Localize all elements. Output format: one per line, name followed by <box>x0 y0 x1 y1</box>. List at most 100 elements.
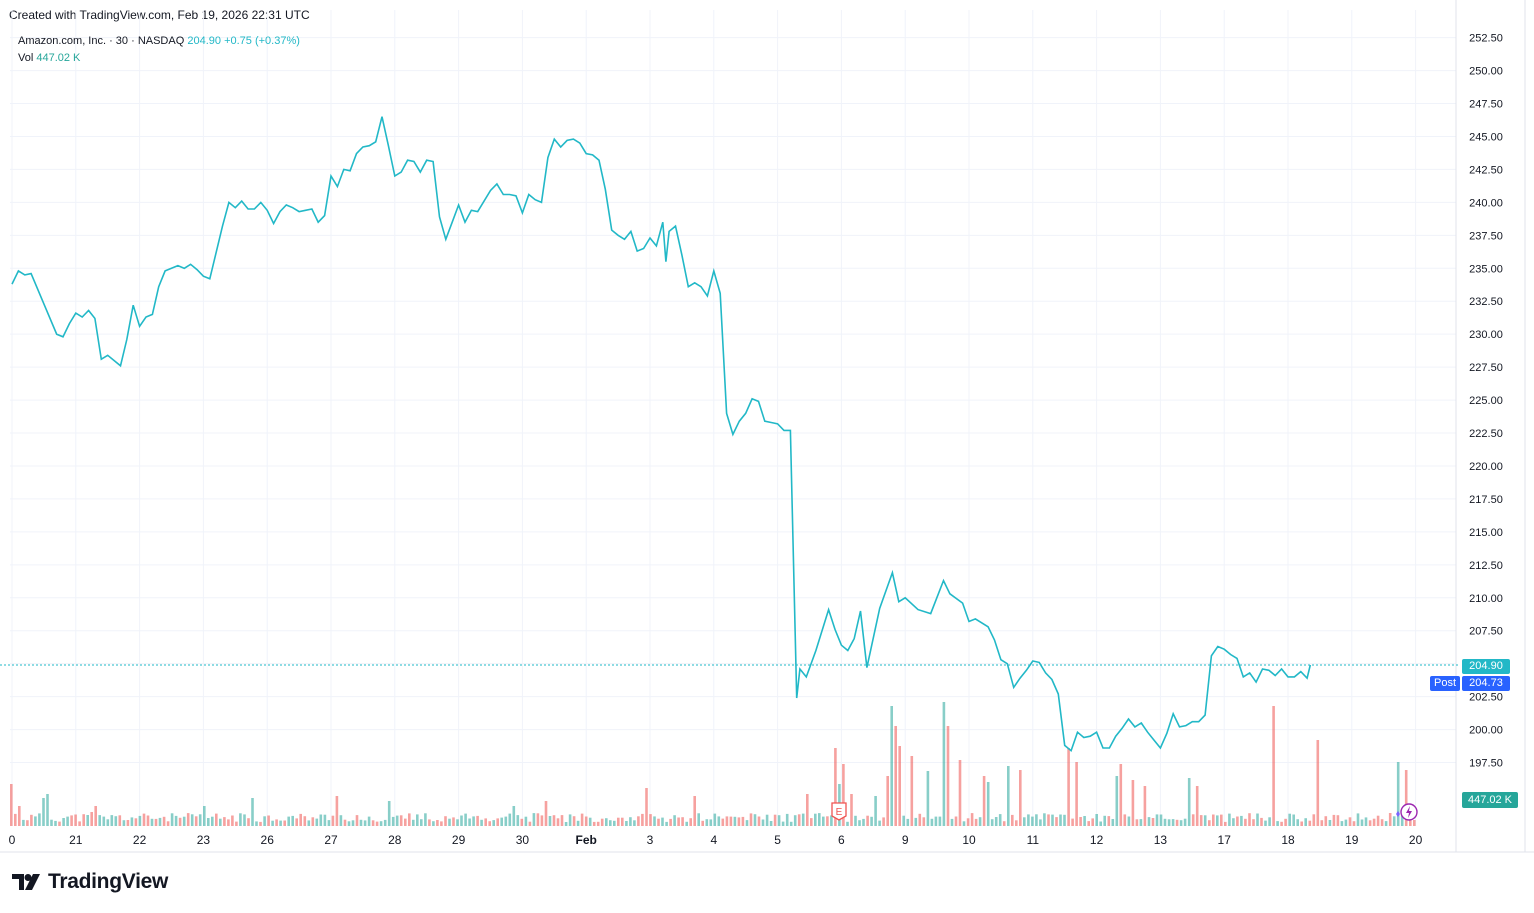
y-tick-label: 225.00 <box>1469 395 1503 407</box>
price-axis[interactable]: 252.50 250.00 247.50 245.00 242.50 240.00 237.… <box>1469 33 1503 770</box>
volume-bar <box>359 819 363 826</box>
volume-bar <box>797 814 801 826</box>
volume-bar <box>492 820 495 826</box>
volume-bar <box>1199 815 1203 826</box>
volume-bar <box>1396 762 1400 826</box>
time-axis[interactable]: 0 21 22 23 26 27 28 29 30 Feb 3 4 5 6 9 10 11 12 13 17 18 19 2… <box>9 833 1423 847</box>
x-tick-label: 5 <box>774 833 781 847</box>
volume-bar <box>564 822 568 826</box>
volume-bar <box>1340 821 1344 826</box>
volume-bar <box>166 821 170 826</box>
volume-bar <box>1344 819 1348 826</box>
volume-bar <box>814 813 817 826</box>
volume-bar <box>600 818 604 826</box>
volume-bar <box>665 821 668 826</box>
volume-bar <box>319 814 323 826</box>
volume-bar <box>1023 817 1026 826</box>
legend-volume-row[interactable]: Vol 447.02 K <box>18 52 80 64</box>
volume-bar <box>347 821 351 826</box>
volume-bar <box>1400 815 1404 826</box>
volume-bar <box>902 815 905 826</box>
volume-bar <box>532 813 536 826</box>
x-tick-label: 0 <box>9 833 16 847</box>
legend-symbol-row[interactable]: Amazon.com, Inc. · 30 · NASDAQ 204.90 +0… <box>18 35 300 47</box>
volume-bar <box>890 706 893 826</box>
volume-bar <box>1388 813 1392 826</box>
volume-bar <box>231 815 234 826</box>
volume-bar <box>633 820 636 826</box>
volume-bar <box>1171 819 1175 826</box>
volume-bar <box>46 794 49 826</box>
legend-price: 204.90 <box>187 35 221 47</box>
volume-bar <box>846 821 849 826</box>
x-tick-label: 26 <box>261 833 275 847</box>
volume-bar <box>420 819 423 826</box>
x-tick-label: 11 <box>1027 833 1040 847</box>
volume-bar <box>291 815 294 826</box>
volume-bar <box>629 817 632 826</box>
volume-bar <box>1308 820 1312 826</box>
volume-bar <box>524 816 528 826</box>
volume-bar <box>990 819 994 826</box>
volume-bar <box>801 813 805 826</box>
volume-bar <box>1404 770 1408 826</box>
volume-bar <box>548 816 552 826</box>
volume-bar <box>657 818 660 826</box>
y-tick-label: 240.00 <box>1469 197 1503 209</box>
volume-bar <box>725 816 729 826</box>
volume-bar <box>1376 815 1380 826</box>
volume-bar <box>207 818 210 826</box>
volume-bar <box>1304 818 1307 826</box>
volume-bar <box>42 798 45 826</box>
volume-bar <box>307 820 311 826</box>
volume-bar <box>1167 819 1171 826</box>
volume-bar <box>215 813 218 826</box>
volume-bar <box>247 818 250 826</box>
volume-bar <box>395 815 399 826</box>
volume-bar <box>572 816 576 826</box>
tradingview-logo[interactable]: TradingView <box>12 870 168 894</box>
volume-bar <box>1027 814 1030 826</box>
volume-bar <box>178 817 182 826</box>
volume-bar <box>1195 786 1199 826</box>
volume-bar <box>1316 740 1320 826</box>
volume-bar <box>942 702 946 826</box>
volume-bar <box>500 817 503 826</box>
volume-bar <box>1002 821 1006 826</box>
volume-bar <box>1059 814 1062 826</box>
volume-bar <box>468 818 471 826</box>
volume-bar <box>1135 819 1139 826</box>
volume-bar <box>962 821 966 826</box>
volume-bar <box>432 821 435 826</box>
volume-bar <box>223 817 226 826</box>
volume-bar <box>946 726 950 826</box>
volume-bar <box>315 818 319 826</box>
volume-bar <box>170 813 174 826</box>
volume-bar <box>818 813 821 826</box>
volume-bar <box>954 816 958 826</box>
volume-bar <box>653 816 656 826</box>
volume-bar <box>661 817 664 826</box>
volume-bar <box>1248 813 1251 826</box>
volume-bar <box>327 820 331 826</box>
volume-bar <box>412 819 415 826</box>
volume-bar <box>757 816 761 826</box>
x-tick-label: 10 <box>962 833 976 847</box>
volume-bar <box>982 776 986 826</box>
volume-bar <box>460 815 463 826</box>
volume-bar <box>363 820 367 826</box>
volume-bar <box>1413 820 1416 826</box>
volume-bar <box>299 813 302 826</box>
volume-bar <box>1368 820 1372 826</box>
volume-bar <box>717 816 721 826</box>
volume-bar <box>560 815 564 826</box>
lightning-icon[interactable] <box>1396 803 1418 821</box>
volume-bar <box>162 816 166 826</box>
chart-watermark: Created with TradingView.com, Feb 19, 20… <box>9 8 310 22</box>
volume-bar <box>58 821 61 826</box>
post-market-price-tag: 204.73 <box>1462 676 1510 691</box>
volume-bar <box>580 813 584 826</box>
volume-bar <box>14 813 17 826</box>
earnings-marker[interactable]: E <box>831 802 847 821</box>
